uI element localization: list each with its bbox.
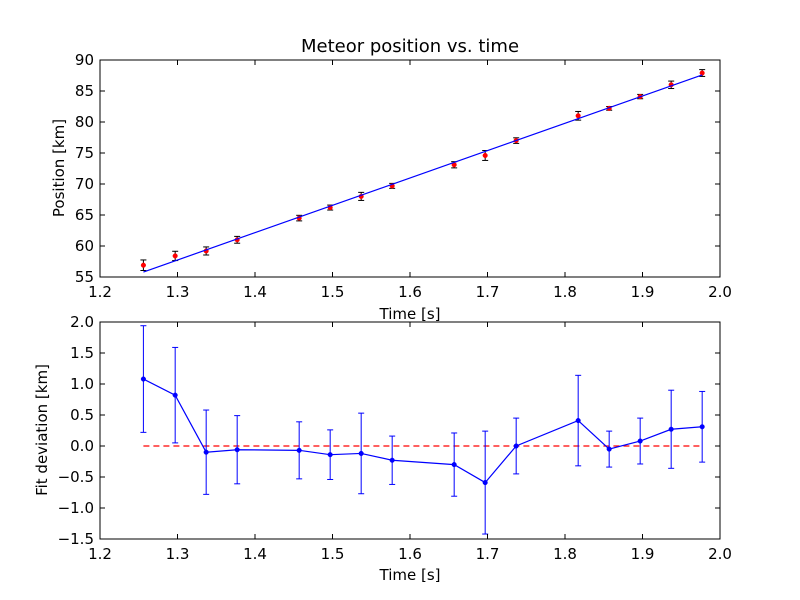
deviation-x-tick-label: 1.5 (321, 545, 345, 563)
deviation-x-tick-label: 1.6 (398, 545, 422, 563)
position-x-axis-label: Time [s] (379, 305, 441, 323)
position-x-tick-label: 1.7 (476, 283, 500, 301)
position-ticks: 1.2 1.3 1.4 1.5 1.6 1.7 1.8 1.9 2.0 55 60 65 70 75 80 8… (75, 51, 732, 301)
position-x-tick-label: 1.3 (166, 283, 190, 301)
deviation-plot-content (140, 325, 706, 535)
position-x-tick-label: 2.0 (708, 283, 732, 301)
deviation-y-tick-label: 1.0 (70, 375, 94, 393)
chart-title: Meteor position vs. time (301, 36, 519, 57)
deviation-data-point (637, 438, 643, 444)
position-data-point (140, 262, 146, 268)
deviation-y-axis-label: Fit deviation [km] (33, 364, 51, 496)
deviation-y-tick-label: 2.0 (70, 313, 94, 331)
deviation-panel: 1.2 1.3 1.4 1.5 1.6 1.7 1.8 1.9 2.0 −1.5 −1.0 −0.5 0… (33, 313, 732, 584)
position-data-point (575, 113, 581, 119)
position-x-tick-label: 1.4 (243, 283, 267, 301)
deviation-x-tick-label: 1.7 (476, 545, 500, 563)
position-y-tick-label: 90 (75, 51, 94, 69)
deviation-data-point (451, 462, 457, 468)
deviation-ticks: 1.2 1.3 1.4 1.5 1.6 1.7 1.8 1.9 2.0 −1.5 −1.0 −0.5 0… (58, 313, 732, 563)
deviation-y-tick-label: −0.5 (58, 468, 94, 486)
deviation-data-point (389, 457, 395, 463)
deviation-x-tick-label: 1.4 (243, 545, 267, 563)
deviation-data-point (482, 480, 488, 486)
position-y-tick-label: 85 (75, 82, 94, 100)
position-y-tick-label: 70 (75, 175, 94, 193)
deviation-y-tick-label: 1.5 (70, 344, 94, 362)
position-x-tick-label: 1.6 (398, 283, 422, 301)
deviation-data-point (699, 424, 705, 430)
position-x-tick-label: 1.9 (631, 283, 655, 301)
position-data-point (699, 70, 705, 76)
deviation-x-tick-label: 1.9 (631, 545, 655, 563)
position-x-tick-label: 1.5 (321, 283, 345, 301)
deviation-x-tick-label: 1.3 (166, 545, 190, 563)
position-y-tick-label: 75 (75, 144, 94, 162)
deviation-data-point (327, 452, 333, 458)
deviation-y-tick-label: −1.0 (58, 499, 94, 517)
deviation-data-point (296, 447, 302, 453)
position-x-tick-label: 1.8 (553, 283, 577, 301)
deviation-x-axis-label: Time [s] (379, 566, 441, 584)
deviation-data-point (140, 376, 146, 382)
position-plot-content (140, 69, 706, 273)
deviation-data-point (513, 443, 519, 449)
position-y-tick-label: 80 (75, 113, 94, 131)
position-y-tick-label: 60 (75, 237, 94, 255)
deviation-data-point (203, 449, 209, 455)
deviation-data-point (358, 450, 364, 456)
deviation-y-tick-label: −1.5 (58, 530, 94, 548)
fit-line (143, 74, 703, 273)
deviation-data-point (606, 446, 612, 452)
deviation-x-tick-label: 2.0 (708, 545, 732, 563)
position-data-point (172, 253, 178, 259)
deviation-data-point (234, 447, 240, 453)
deviation-data-point (668, 426, 674, 432)
deviation-y-tick-label: 0.0 (70, 437, 94, 455)
deviation-x-tick-label: 1.8 (553, 545, 577, 563)
deviation-data-point (575, 418, 581, 424)
position-y-tick-label: 65 (75, 206, 94, 224)
deviation-data-point (172, 392, 178, 398)
deviation-x-tick-label: 1.2 (88, 545, 112, 563)
position-data-point (482, 152, 488, 159)
deviation-y-tick-label: 0.5 (70, 406, 94, 424)
position-y-axis-label: Position [km] (50, 119, 68, 217)
position-y-tick-label: 55 (75, 268, 94, 286)
position-x-tick-label: 1.2 (88, 283, 112, 301)
position-panel: Meteor position vs. time 1.2 1.3 1.4 1.5 1.6… (50, 36, 732, 323)
deviation-series-line (143, 378, 703, 484)
